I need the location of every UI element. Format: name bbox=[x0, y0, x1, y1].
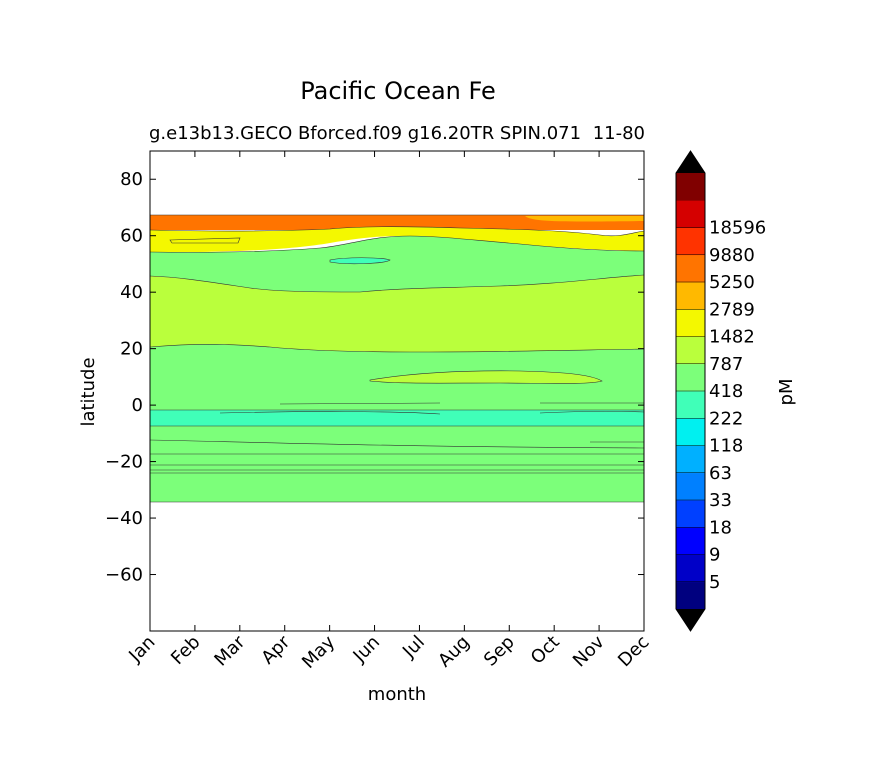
contour-band-green-south bbox=[150, 426, 644, 502]
y-tick-label: −60 bbox=[105, 565, 143, 586]
colorbar-segment bbox=[676, 500, 705, 528]
y-tick-label: 40 bbox=[120, 282, 143, 303]
y-tick-label: 20 bbox=[120, 339, 143, 360]
contour-patch-yellow-bright bbox=[170, 238, 240, 243]
colorbar-segment bbox=[676, 200, 705, 228]
y-tick-label: 80 bbox=[120, 169, 143, 190]
colorbar-segment bbox=[676, 418, 705, 446]
colorbar-segment bbox=[676, 227, 705, 256]
y-tick-label: −40 bbox=[105, 508, 143, 529]
contour-field bbox=[150, 214, 644, 503]
x-tick-label: Mar bbox=[210, 631, 249, 670]
colorbar-segment bbox=[676, 254, 705, 283]
contour-lines bbox=[150, 214, 644, 503]
y-tick-label: 0 bbox=[132, 395, 143, 416]
colorbar: 5 9 18 33 63 118 222 418 787 1482 2789 5250 9880 1859… bbox=[675, 150, 766, 632]
x-axis-label: month bbox=[368, 684, 426, 705]
colorbar-extend-top bbox=[676, 151, 705, 173]
x-tick-label: Jun bbox=[349, 632, 384, 667]
chart-title: Pacific Ocean Fe bbox=[300, 77, 496, 105]
colorbar-extend-bottom bbox=[676, 609, 705, 631]
contour-patch-green bbox=[540, 403, 644, 410]
colorbar-tick-label: 787 bbox=[709, 354, 743, 375]
contour-patch-green bbox=[280, 403, 440, 410]
colorbar-tick-label: 118 bbox=[709, 436, 743, 457]
colorbar-outline bbox=[675, 150, 706, 632]
y-axis: 80 60 40 20 0 −20 −40 −60 bbox=[105, 169, 644, 586]
x-tick-label: May bbox=[298, 631, 339, 672]
contour-band-cyan bbox=[150, 410, 644, 426]
x-tick-label: Feb bbox=[167, 632, 204, 669]
contour-patch-lime bbox=[370, 370, 602, 384]
colorbar-segment bbox=[676, 445, 705, 474]
colorbar-segment bbox=[676, 309, 705, 337]
contour-patch-amber bbox=[560, 216, 644, 220]
colorbar-tick-label: 222 bbox=[709, 408, 743, 429]
colorbar-tick-label: 2789 bbox=[709, 299, 755, 320]
colorbar-segment bbox=[676, 554, 705, 583]
y-tick-label: 60 bbox=[120, 226, 143, 247]
colorbar-tick-label: 5250 bbox=[709, 272, 755, 293]
colorbar-segment bbox=[676, 173, 705, 201]
contour-band-orange bbox=[150, 215, 644, 230]
chart-subtitle-left: g.e13b13.GECO Bforced.f09 g16.20TR SPIN.… bbox=[149, 123, 581, 144]
colorbar-tick-label: 63 bbox=[709, 463, 732, 484]
colorbar-segment bbox=[676, 581, 705, 610]
colorbar-segment bbox=[676, 363, 705, 392]
colorbar-segment bbox=[676, 336, 705, 365]
contour-band-lime bbox=[150, 275, 644, 352]
colorbar-tick-label: 33 bbox=[709, 490, 732, 511]
colorbar-tick-label: 9880 bbox=[709, 245, 755, 266]
colorbar-tick-label: 418 bbox=[709, 381, 743, 402]
colorbar-tick-label: 18 bbox=[709, 517, 732, 538]
colorbar-segment bbox=[676, 527, 705, 555]
contour-band-green-north bbox=[150, 236, 644, 292]
plot-frame bbox=[149, 150, 645, 632]
contour-band-yellow bbox=[150, 226, 644, 252]
x-tick-label: Dec bbox=[614, 632, 653, 671]
colorbar-tick-label: 9 bbox=[709, 545, 720, 566]
colorbar-tick-label: 1482 bbox=[709, 327, 755, 348]
x-tick-label: Apr bbox=[257, 631, 294, 668]
x-tick-label: Nov bbox=[569, 631, 609, 671]
colorbar-segment bbox=[676, 391, 705, 419]
colorbar-tick-label: 5 bbox=[709, 572, 720, 593]
colorbar-segment bbox=[676, 472, 705, 501]
x-tick-label: Aug bbox=[434, 632, 474, 672]
x-tick-label: Jan bbox=[124, 632, 159, 667]
y-axis-label: latitude bbox=[78, 357, 99, 426]
colorbar-tick-label: 18596 bbox=[709, 218, 766, 239]
x-tick-label: Jul bbox=[398, 632, 429, 663]
colorbar-segment bbox=[676, 282, 705, 310]
y-tick-label: −20 bbox=[105, 452, 143, 473]
x-tick-label: Sep bbox=[480, 632, 519, 671]
chart-subtitle-right: 11-80 bbox=[593, 123, 645, 144]
contour-patch-cyan bbox=[330, 257, 390, 264]
colorbar-label: pM bbox=[776, 379, 797, 406]
x-tick-label: Oct bbox=[527, 632, 564, 669]
